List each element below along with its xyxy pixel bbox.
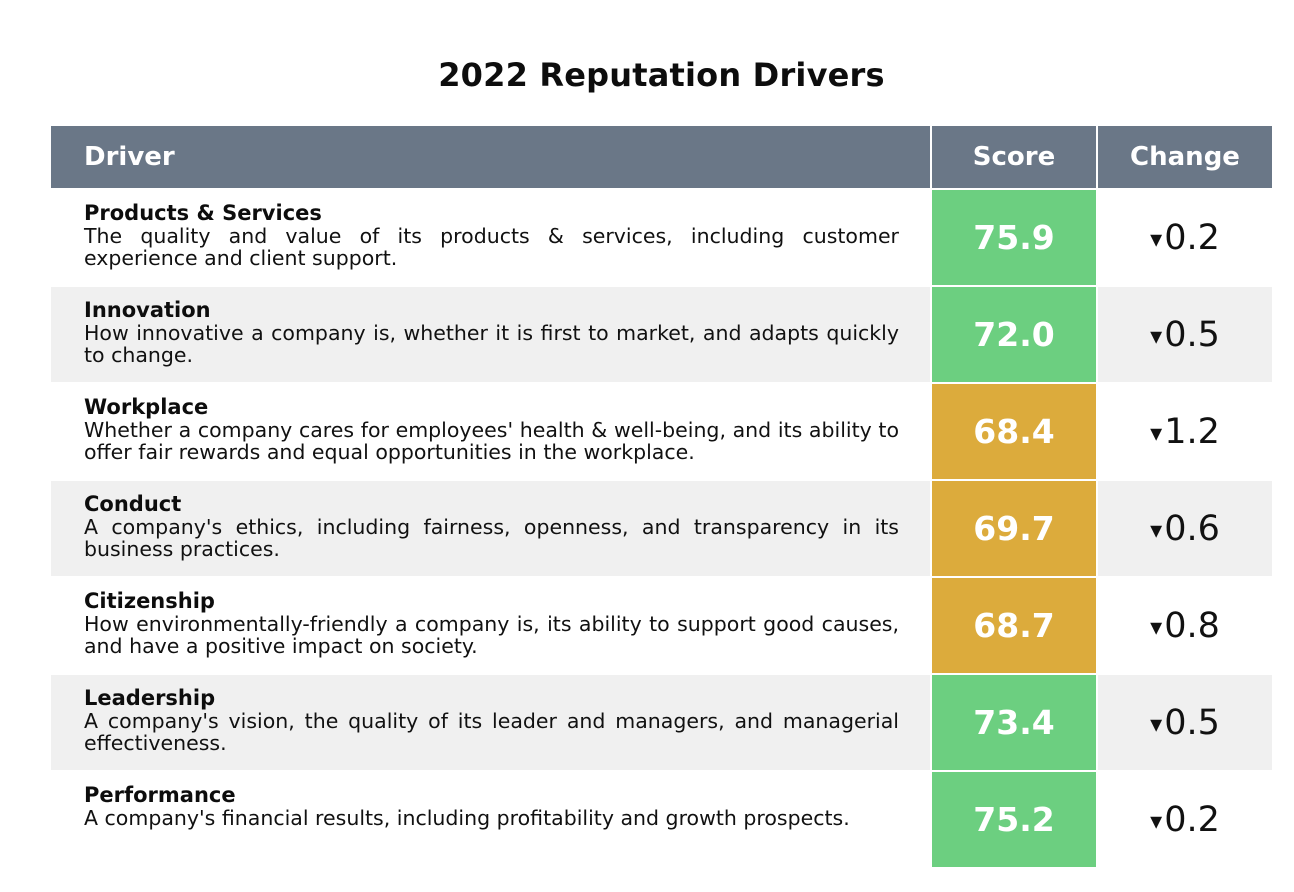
driver-cell: Citizenship How environmentally-friendly…: [51, 578, 930, 673]
driver-description: The quality and value of its products & …: [84, 224, 899, 270]
score-cell: 68.4: [930, 384, 1096, 479]
change-value: 1.2: [1164, 411, 1220, 452]
driver-cell: Conduct A company's ethics, including fa…: [51, 481, 930, 576]
table-row: Citizenship How environmentally-friendly…: [51, 576, 1272, 673]
change-cell: ▾ 0.6: [1096, 481, 1272, 576]
table-header: Driver Score Change: [51, 126, 1272, 188]
change-value: 0.2: [1164, 799, 1220, 840]
table-row: Products & Services The quality and valu…: [51, 188, 1272, 285]
drivers-table: Driver Score Change Products & Services …: [51, 126, 1272, 867]
driver-description: A company's vision, the quality of its l…: [84, 709, 899, 755]
down-arrow-icon: ▾: [1150, 612, 1163, 641]
header-change: Change: [1096, 126, 1272, 188]
change-cell: ▾ 0.5: [1096, 675, 1272, 770]
driver-cell: Performance A company's financial result…: [51, 772, 930, 867]
change-cell: ▾ 0.5: [1096, 287, 1272, 382]
driver-name: Citizenship: [84, 589, 215, 613]
driver-name: Leadership: [84, 686, 216, 710]
table-row: Performance A company's financial result…: [51, 770, 1272, 867]
change-cell: ▾ 0.2: [1096, 772, 1272, 867]
driver-name: Performance: [84, 783, 236, 807]
change-value: 0.6: [1164, 508, 1220, 549]
header-driver: Driver: [84, 142, 175, 172]
driver-cell: Leadership A company's vision, the quali…: [51, 675, 930, 770]
driver-description: A company's financial results, including…: [84, 806, 850, 830]
driver-cell: Workplace Whether a company cares for em…: [51, 384, 930, 479]
chart-title: 2022 Reputation Drivers: [438, 56, 885, 94]
score-cell: 68.7: [930, 578, 1096, 673]
table-row: Conduct A company's ethics, including fa…: [51, 479, 1272, 576]
driver-name: Workplace: [84, 395, 209, 419]
score-cell: 69.7: [930, 481, 1096, 576]
change-value: 0.8: [1164, 605, 1220, 646]
driver-cell: Products & Services The quality and valu…: [51, 190, 930, 285]
down-arrow-icon: ▾: [1150, 515, 1163, 544]
down-arrow-icon: ▾: [1150, 224, 1163, 253]
down-arrow-icon: ▾: [1150, 418, 1163, 447]
table-row: Workplace Whether a company cares for em…: [51, 382, 1272, 479]
change-cell: ▾ 0.8: [1096, 578, 1272, 673]
driver-description: How environmentally-friendly a company i…: [84, 612, 899, 658]
table-row: Leadership A company's vision, the quali…: [51, 673, 1272, 770]
driver-name: Products & Services: [84, 201, 322, 225]
driver-name: Conduct: [84, 492, 182, 516]
driver-description: How innovative a company is, whether it …: [84, 321, 899, 367]
change-cell: ▾ 1.2: [1096, 384, 1272, 479]
change-value: 0.2: [1164, 217, 1220, 258]
driver-cell: Innovation How innovative a company is, …: [51, 287, 930, 382]
score-cell: 72.0: [930, 287, 1096, 382]
down-arrow-icon: ▾: [1150, 709, 1163, 738]
driver-description: Whether a company cares for employees' h…: [84, 418, 899, 464]
change-value: 0.5: [1164, 314, 1220, 355]
change-value: 0.5: [1164, 702, 1220, 743]
down-arrow-icon: ▾: [1150, 806, 1163, 835]
score-cell: 73.4: [930, 675, 1096, 770]
table-row: Innovation How innovative a company is, …: [51, 285, 1272, 382]
driver-name: Innovation: [84, 298, 211, 322]
down-arrow-icon: ▾: [1150, 321, 1163, 350]
score-cell: 75.2: [930, 772, 1096, 867]
change-cell: ▾ 0.2: [1096, 190, 1272, 285]
header-score: Score: [930, 126, 1096, 188]
score-cell: 75.9: [930, 190, 1096, 285]
driver-description: A company's ethics, including fairness, …: [84, 515, 899, 561]
